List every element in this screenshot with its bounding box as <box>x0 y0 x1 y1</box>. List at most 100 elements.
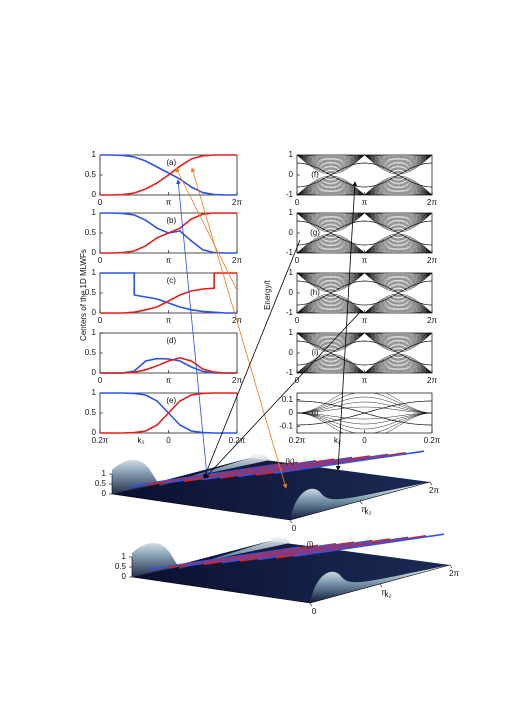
x-tick-label: 2π <box>427 376 437 385</box>
x-tick-label: π <box>166 256 172 265</box>
band-line <box>297 240 432 253</box>
band-line <box>297 250 432 253</box>
edge-state <box>297 280 432 306</box>
arrow <box>175 167 238 291</box>
edge-state <box>297 400 432 426</box>
band-line <box>297 187 432 195</box>
band-line <box>297 179 432 195</box>
left-ylabel: Centers of the 1D MLWFs <box>79 249 88 341</box>
band-line <box>297 190 432 195</box>
red-curve <box>100 154 237 196</box>
z-tick-label: 0.5 <box>95 479 107 488</box>
band-line <box>297 155 432 163</box>
band-line <box>297 233 432 253</box>
edge-state <box>297 220 432 246</box>
band-line <box>297 273 432 291</box>
y-tick-label: -1 <box>286 190 294 199</box>
band-line <box>297 360 432 373</box>
k-tick <box>429 481 433 486</box>
band-line <box>297 393 432 414</box>
y-tick-label: 0 <box>92 308 97 317</box>
band-line <box>297 357 432 373</box>
x-tick-label: 2π <box>232 256 242 265</box>
y-tick-label: 0.1 <box>282 395 294 404</box>
band-line <box>297 297 432 313</box>
panel-label: (e) <box>166 396 176 405</box>
band-line <box>297 155 432 167</box>
band-line <box>297 273 432 283</box>
y-tick-label: 0.5 <box>85 288 97 297</box>
k-axis-label: k₂ <box>364 507 371 516</box>
band-line <box>297 396 432 414</box>
x-tick-label: 0.2π <box>289 436 306 445</box>
band-line <box>297 307 432 313</box>
z-tick-label: 1 <box>122 552 127 561</box>
band-line <box>297 213 432 216</box>
band-line <box>297 273 432 286</box>
band-line <box>297 186 432 195</box>
panel-frame <box>296 272 433 314</box>
edge-state <box>297 162 432 188</box>
y-tick-label: 0 <box>289 408 294 417</box>
band-line <box>297 213 432 233</box>
band-line <box>297 333 432 346</box>
band-line <box>297 333 432 349</box>
stripe <box>257 536 409 561</box>
y-tick-label: 0.5 <box>85 348 97 357</box>
y-tick-label: 1 <box>92 150 97 159</box>
band-line <box>297 303 432 313</box>
band-line <box>297 155 432 168</box>
y-tick-label: 1 <box>92 388 97 397</box>
y-tick-label: 1 <box>92 328 97 337</box>
band-line <box>297 333 432 343</box>
band-line <box>297 189 432 195</box>
x-tick-label: π <box>362 376 368 385</box>
band-line <box>297 192 432 195</box>
x-tick-label: 0 <box>295 376 300 385</box>
arrow <box>190 167 288 489</box>
band-line <box>297 273 432 282</box>
band-line <box>297 245 432 253</box>
stripe <box>293 533 445 557</box>
stripe <box>185 543 337 567</box>
band-line <box>297 273 432 289</box>
y-tick-label: 0 <box>92 248 97 257</box>
left-panel: 0 0.5 1 0 π 2π (d) <box>85 328 243 385</box>
band-line <box>297 365 432 373</box>
band-line <box>297 182 432 195</box>
band-line <box>297 213 432 222</box>
x-tick-label: 0 <box>295 198 300 207</box>
edge-state <box>297 340 432 366</box>
axis <box>131 576 311 604</box>
x-tick-label: π <box>362 198 368 207</box>
bands <box>297 155 432 195</box>
band-line <box>297 364 432 373</box>
band-line <box>297 237 432 253</box>
band-line <box>297 155 432 169</box>
band-line <box>297 239 432 253</box>
arrow <box>335 181 358 471</box>
y-tick-label: -1 <box>286 308 294 317</box>
y-tick-label: 0.5 <box>85 170 97 179</box>
band-line <box>297 213 432 229</box>
band-line <box>297 353 432 373</box>
band-line <box>297 406 432 414</box>
panel-frame <box>296 154 433 196</box>
band-line <box>297 333 432 336</box>
band-line <box>297 299 432 313</box>
stripe <box>221 539 373 564</box>
band-line <box>297 175 432 195</box>
band-line <box>297 301 432 313</box>
k-tick-label: 2π <box>449 569 459 578</box>
x-axis-label: k₂ <box>138 436 145 445</box>
band-line <box>297 293 432 313</box>
band-line <box>297 213 432 218</box>
band-line <box>297 333 432 335</box>
x-tick-label: π <box>166 198 172 207</box>
band-line <box>297 273 432 275</box>
band-line <box>297 155 432 158</box>
